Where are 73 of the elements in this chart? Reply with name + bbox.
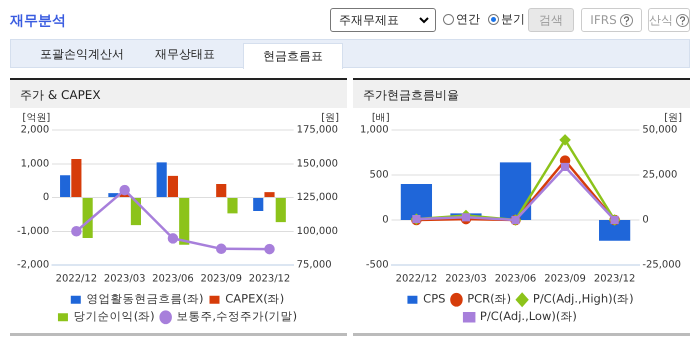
point [560, 134, 570, 146]
legend-label: P/C(Adj.,High)(좌) [532, 292, 634, 306]
x-tick-label: 2022/12 [396, 274, 438, 285]
bar [276, 198, 286, 222]
legend-label: P/C(Adj.,Low)(좌) [480, 309, 577, 324]
y2-tick-label: 75,000 [296, 260, 332, 271]
x-tick-label: 2023/09 [544, 274, 586, 285]
bar [227, 198, 238, 214]
text: 검색 [528, 8, 574, 32]
text: 연간 [455, 11, 480, 28]
point [119, 184, 130, 196]
bar [168, 176, 178, 197]
y-tick-label: -1,000 [16, 226, 50, 237]
x-tick-label: 2023/06 [494, 274, 536, 285]
bar [253, 198, 264, 211]
point [264, 244, 275, 254]
text: 재무상태표 [155, 46, 215, 63]
bar [60, 175, 70, 197]
x-tick-label: 2023/12 [248, 274, 290, 285]
y2-axis-title: [원] [321, 112, 340, 124]
point [462, 213, 470, 222]
bar [599, 220, 630, 241]
bar [71, 159, 82, 197]
x-tick-label: 2023/03 [445, 274, 487, 285]
y-tick-label: 1,000 [20, 158, 50, 170]
point [560, 162, 570, 171]
point [216, 244, 226, 254]
y-tick-label: -2,000 [16, 260, 50, 271]
y2-axis-title: [원] [664, 112, 682, 124]
bar [156, 162, 167, 197]
y-tick-label: 0 [42, 192, 50, 204]
y2-tick-label: 25,000 [642, 170, 678, 181]
legend-label: 영업활동현금흐름(좌) [86, 292, 204, 306]
x-tick-label: 2023/03 [104, 274, 146, 285]
bar [264, 192, 275, 197]
y-tick-label: 0 [382, 214, 389, 226]
y-tick-label: 500 [370, 170, 389, 181]
legend-label: CAPEX(좌) [225, 292, 284, 306]
y2-tick-label: 125,000 [296, 192, 338, 204]
y-tick-label: 1,000 [360, 124, 389, 136]
y-axis-title: [배] [372, 112, 390, 124]
y2-tick-label: 50,000 [642, 124, 678, 136]
text: 재무분석 [10, 12, 66, 30]
text: 현금흐름표 [243, 43, 343, 69]
text: 산식 [648, 8, 690, 32]
point [71, 226, 82, 236]
y2-tick-label: 175,000 [296, 124, 338, 136]
x-tick-label: 2022/12 [56, 274, 98, 285]
text: 포괄손익계산서 [40, 46, 124, 63]
text: 분기 [500, 11, 525, 28]
y-tick-label: 2,000 [20, 124, 50, 136]
chart-title: 주가현금흐름비율 [353, 78, 690, 108]
text: IFRS [581, 8, 642, 32]
legend-label: CPS [423, 292, 446, 306]
bar [216, 184, 226, 197]
chart-title: 주가 & CAPEX [10, 78, 347, 108]
x-tick-label: 2023/09 [200, 274, 242, 285]
point [168, 233, 178, 244]
x-tick-label: 2023/12 [594, 274, 636, 285]
y2-tick-label: -25,000 [642, 260, 682, 271]
bar [82, 198, 93, 238]
y-axis-title: [억원] [22, 112, 50, 124]
legend-label: 보통주,수정주가(기말) [176, 309, 298, 324]
y2-tick-label: 100,000 [296, 226, 338, 237]
legend-label: 당기순이익(좌) [74, 309, 155, 324]
x-tick-label: 2023/06 [152, 274, 194, 285]
legend-label: PCR(좌) [467, 292, 512, 306]
bar [179, 198, 190, 245]
bar [400, 184, 432, 220]
text: 주재무제표 [330, 8, 436, 32]
y2-tick-label: 150,000 [296, 158, 338, 170]
y-tick-label: -500 [366, 260, 389, 271]
y2-tick-label: 0 [642, 214, 649, 226]
